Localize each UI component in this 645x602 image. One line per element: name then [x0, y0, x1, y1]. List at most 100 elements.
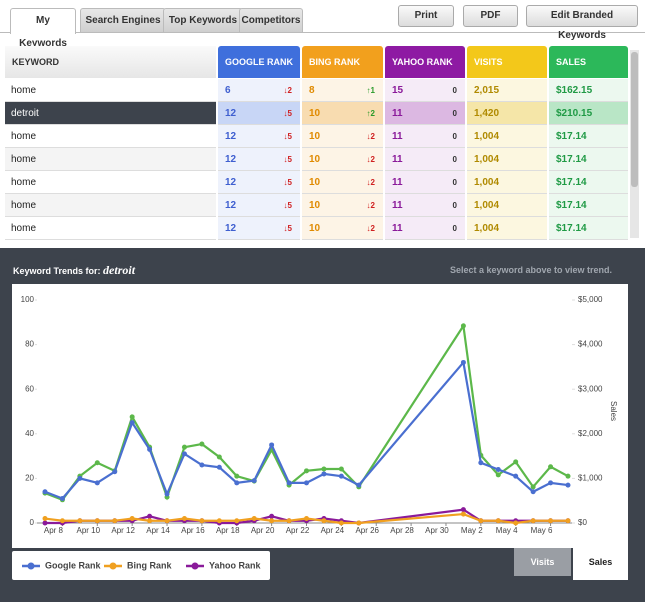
- toggle[interactable]: Sales: [573, 548, 628, 580]
- series-line: [44, 359, 569, 500]
- x-tick-label: May 4: [496, 526, 518, 535]
- series-point: [495, 466, 501, 472]
- row-keyword[interactable]: home: [5, 125, 216, 148]
- series-point: [565, 482, 571, 488]
- series-point: [548, 464, 554, 470]
- series-point: [59, 518, 65, 524]
- y-tick-label: 20: [25, 474, 34, 483]
- toggle[interactable]: Visits: [514, 548, 571, 576]
- series-point: [77, 475, 83, 481]
- column-header: VISITS: [467, 46, 547, 78]
- x-tick-label: May 2: [461, 526, 483, 535]
- panel-title: Keyword Trends for:: [13, 266, 101, 276]
- series-point: [513, 520, 519, 526]
- series-point: [216, 464, 222, 470]
- x-tick-label: Apr 28: [390, 526, 414, 535]
- series-point: [147, 513, 153, 519]
- series-point: [251, 516, 257, 522]
- row-keyword[interactable]: home: [5, 171, 216, 194]
- series-point: [199, 462, 205, 468]
- y2-tick-label: $3,000: [578, 384, 603, 393]
- y2-tick-label: $4,000: [578, 340, 603, 349]
- visits-cell: 1,004: [467, 194, 547, 217]
- tab[interactable]: Competitors: [239, 8, 303, 32]
- series-point: [338, 520, 344, 526]
- series-point: [478, 460, 484, 466]
- x-tick-label: Apr 26: [355, 526, 379, 535]
- row-keyword[interactable]: detroit: [5, 102, 216, 125]
- y-tick-label: 0: [30, 518, 35, 527]
- tab[interactable]: My Keywords: [10, 8, 76, 49]
- tab-rule: [0, 32, 645, 33]
- series-point: [460, 507, 466, 513]
- plot-bg: [12, 284, 628, 548]
- rank-change: 0: [385, 148, 465, 171]
- series-point: [59, 495, 65, 501]
- sales-cell: $162.15: [549, 79, 628, 102]
- button[interactable]: PDF: [463, 5, 518, 27]
- visits-cell: 2,015: [467, 79, 547, 102]
- x-tick-label: Apr 12: [111, 526, 135, 535]
- y-tick-label: 100: [21, 295, 35, 304]
- panel-hint: Select a keyword above to view trend.: [449, 265, 612, 275]
- button[interactable]: Edit Branded Keywords: [526, 5, 638, 41]
- series-point: [548, 480, 554, 486]
- series-point: [181, 444, 187, 450]
- legend-box: [12, 551, 270, 580]
- series-point: [234, 473, 240, 479]
- series-point: [530, 484, 536, 490]
- x-tick-label: Apr 24: [321, 526, 345, 535]
- legend-dot: [191, 562, 199, 570]
- series-point: [269, 442, 275, 448]
- series-point: [321, 518, 327, 524]
- series-point: [94, 480, 100, 486]
- rank-change: 0: [385, 102, 465, 125]
- row-keyword[interactable]: home: [5, 79, 216, 102]
- series-point: [42, 516, 48, 522]
- series-point: [321, 471, 327, 477]
- panel-title-wrap: Keyword Trends for: detroit: [13, 263, 135, 278]
- row-keyword[interactable]: home: [5, 194, 216, 217]
- series-point: [112, 518, 118, 524]
- y-tick-label: 60: [25, 384, 34, 393]
- visits-cell: 1,420: [467, 102, 547, 125]
- series-point: [286, 480, 292, 486]
- legend-dot: [109, 562, 117, 570]
- rank-change: 5: [218, 217, 300, 240]
- series-point: [234, 480, 240, 486]
- series-point: [234, 518, 240, 524]
- series-point: [321, 466, 327, 472]
- series-point: [460, 511, 466, 517]
- series-point: [513, 459, 519, 465]
- x-tick-label: May 6: [531, 526, 553, 535]
- x-tick-label: Apr 30: [425, 526, 449, 535]
- series-point: [251, 478, 257, 484]
- row-keyword[interactable]: home: [5, 148, 216, 171]
- series-point: [269, 513, 275, 519]
- series-point: [304, 516, 309, 522]
- series-point: [304, 468, 309, 474]
- column-header: BING RANK: [302, 46, 383, 78]
- series-point: [147, 446, 153, 452]
- series-line: [44, 512, 568, 525]
- series-point: [42, 489, 48, 495]
- series-point: [147, 518, 153, 524]
- series-point: [356, 482, 362, 488]
- series-point: [530, 489, 536, 495]
- y-tick-label: 80: [25, 340, 34, 349]
- y2-tick-label: $2,000: [578, 429, 603, 438]
- x-tick-label: Apr 16: [181, 526, 205, 535]
- series-point: [129, 420, 135, 426]
- visits-cell: 1,004: [467, 125, 547, 148]
- rank-change: 0: [385, 171, 465, 194]
- x-tick-label: Apr 22: [286, 526, 310, 535]
- sales-cell: $17.14: [549, 125, 628, 148]
- series-point: [269, 518, 275, 524]
- visits-cell: 1,004: [467, 171, 547, 194]
- button[interactable]: Print: [398, 5, 454, 27]
- series-point: [181, 516, 187, 522]
- row-keyword[interactable]: home: [5, 217, 216, 240]
- series-point: [164, 518, 170, 524]
- series-point: [460, 359, 466, 365]
